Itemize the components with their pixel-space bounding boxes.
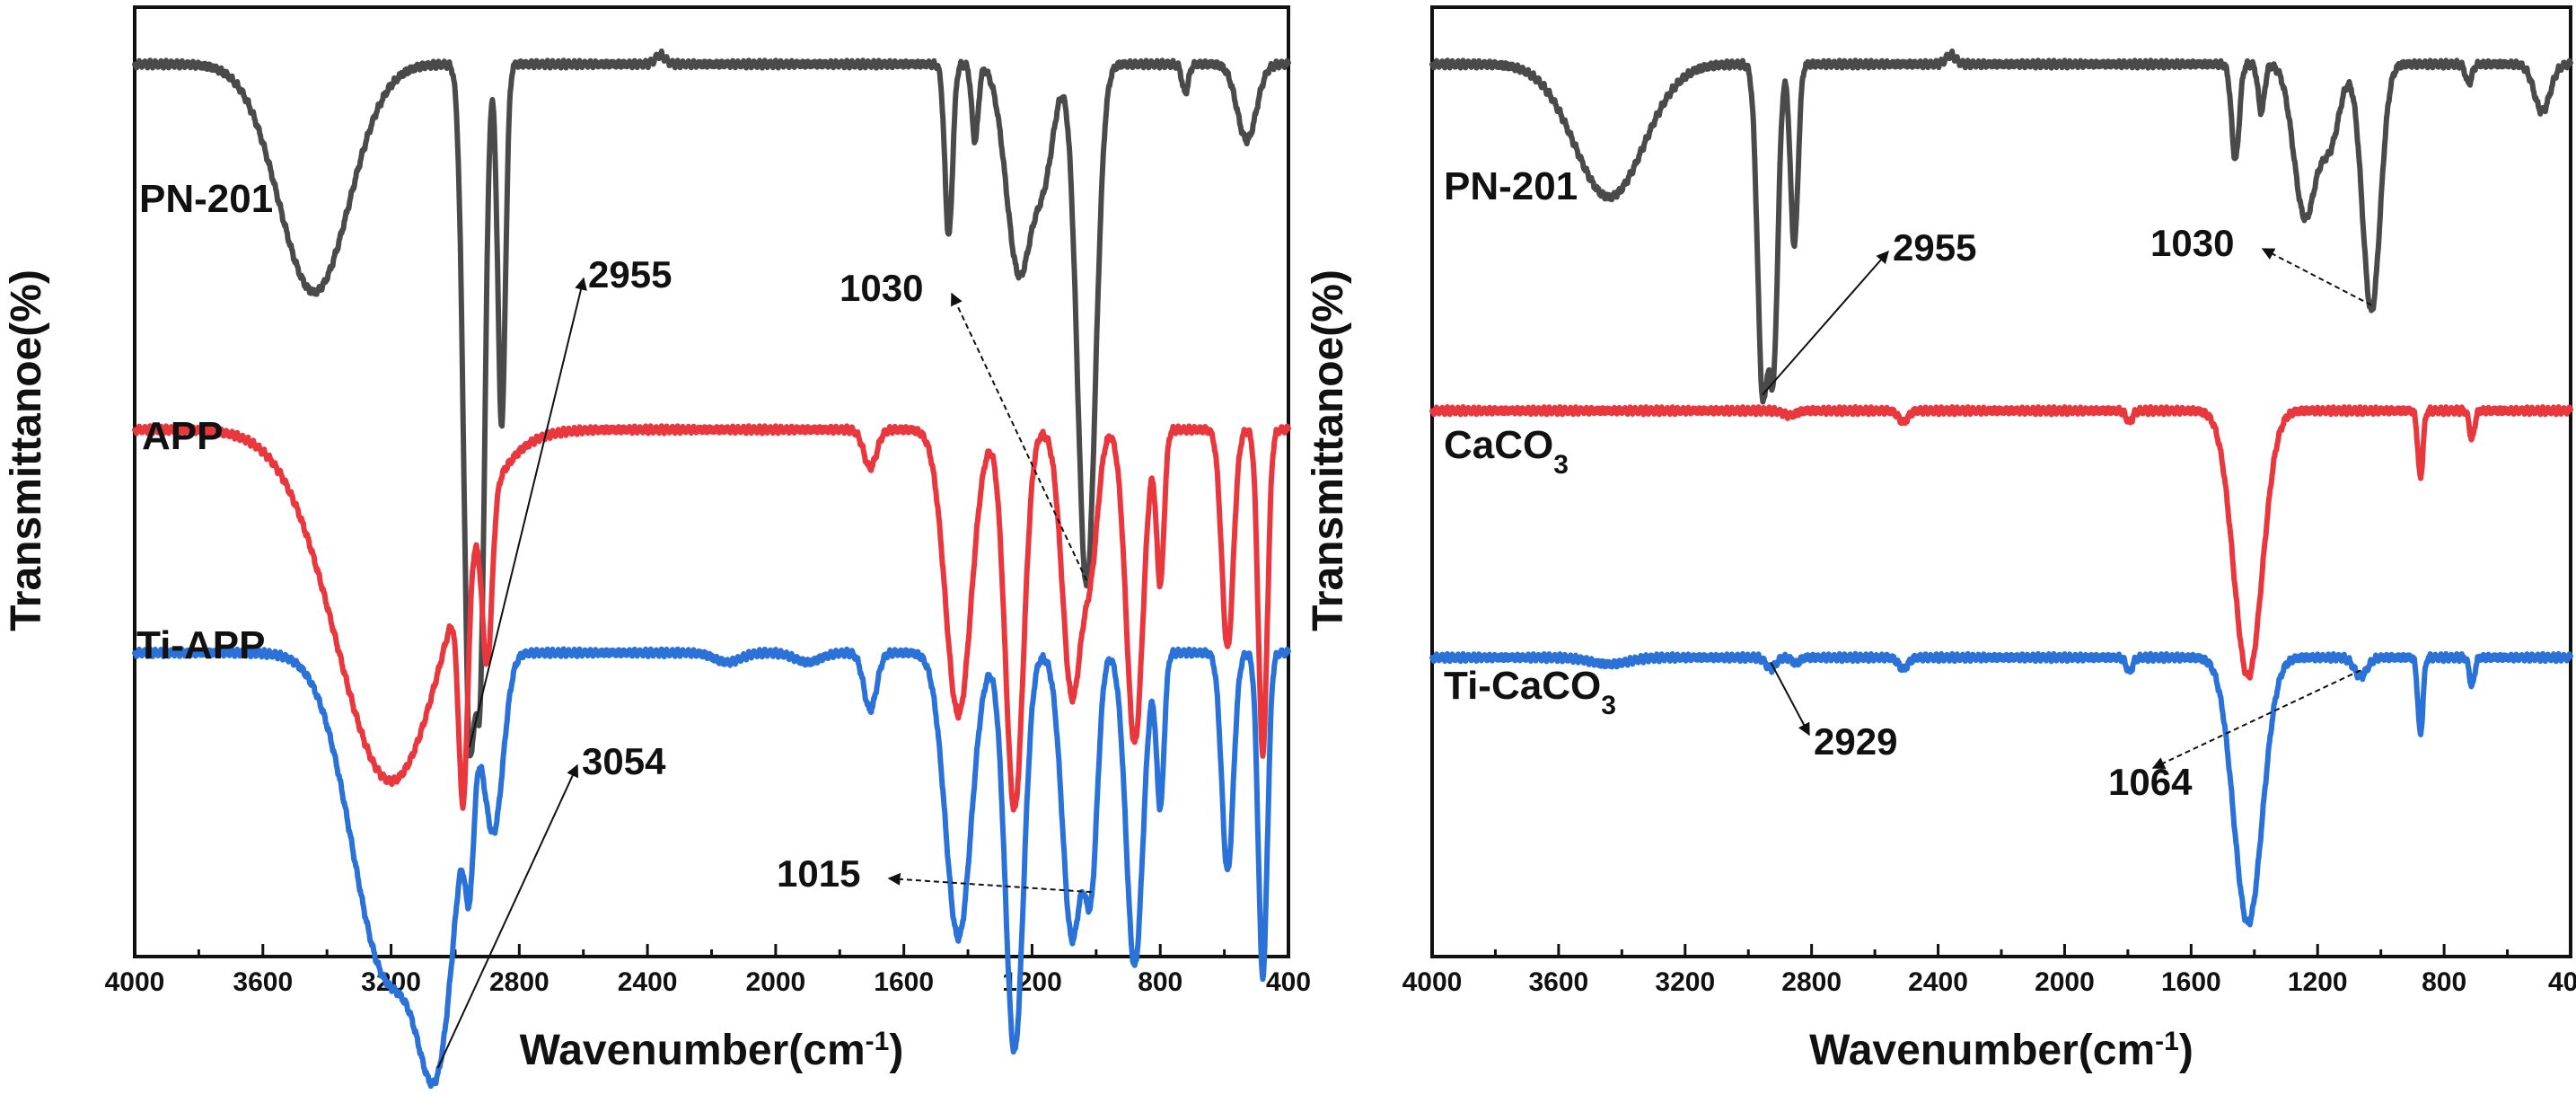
panel-left: 4000 3600 3200 2800 2400 2000 1600 1200 800 400Wa… — [3, 5, 1311, 1090]
peak-label-1030: 1030 — [840, 267, 923, 309]
series-label-ti-caco3: Ti-CaCO3 — [1444, 664, 1616, 720]
x-tick-label: 400 — [1266, 967, 1311, 997]
y-axis-title: Transmittanoe(%) — [3, 269, 50, 631]
x-tick-label: 2400 — [618, 967, 678, 997]
plot-frame — [133, 5, 1290, 958]
x-tick-label: 2000 — [746, 967, 806, 997]
x-tick-label: 2800 — [489, 967, 549, 997]
series-label-ti-app: Ti-APP — [136, 623, 265, 667]
x-tick-label: 3600 — [233, 967, 293, 997]
y-axis-title: Transmittanoe(%) — [1305, 269, 1352, 631]
x-tick-label: 2800 — [1781, 967, 1842, 997]
peak-arrow-1030 — [951, 292, 1088, 581]
peak-label-2955: 2955 — [1893, 226, 1976, 269]
x-tick-label: 2000 — [2035, 967, 2095, 997]
series-label-main: Ti-CaCO — [1444, 664, 1601, 708]
x-tick-label: 1600 — [874, 967, 934, 997]
x-tick-label: 1200 — [2288, 967, 2348, 997]
peak-arrow-2955 — [469, 277, 587, 747]
series-label-app: APP — [142, 414, 223, 458]
x-axis-title-main: Wavenumber(cm — [520, 1027, 866, 1074]
series-label-main: PN-201 — [139, 177, 273, 221]
spectrum-line-caco3 — [1429, 404, 2573, 681]
plot-frame — [1430, 5, 2572, 958]
peak-arrow-3054 — [436, 763, 579, 1069]
peak-arrow-1030 — [2261, 248, 2372, 306]
x-axis-title-end: ) — [889, 1027, 903, 1074]
x-axis-title-sup: -1 — [2155, 1027, 2179, 1056]
peak-arrow-2929 — [1770, 661, 1810, 737]
x-axis-title-sup: -1 — [866, 1027, 890, 1056]
peak-label-3054: 3054 — [582, 740, 666, 782]
peak-label-1064: 1064 — [2108, 761, 2193, 803]
x-tick-label: 400 — [2548, 967, 2576, 997]
spectrum-line-ti-caco3 — [1429, 650, 2573, 928]
peak-label-1030: 1030 — [2150, 222, 2234, 264]
x-tick-label: 800 — [2422, 967, 2466, 997]
x-tick-label: 3600 — [1529, 967, 1589, 997]
spectrum-line-ti-app — [132, 646, 1291, 1090]
series-label-caco3: CaCO3 — [1444, 423, 1569, 480]
series-label-main: Ti-APP — [136, 623, 265, 667]
x-tick-label: 4000 — [1402, 967, 1463, 997]
x-axis-title-main: Wavenumber(cm — [1809, 1027, 2155, 1074]
peak-arrow-1064 — [2151, 669, 2361, 769]
x-axis-title: Wavenumber(cm-1) — [1809, 1027, 2194, 1075]
spectrum-line-pn-201 — [1429, 49, 2573, 405]
x-axis-title-end: ) — [2179, 1027, 2194, 1074]
series-label-main: CaCO — [1444, 423, 1553, 467]
peak-arrow-2955 — [1762, 250, 1889, 396]
spectrum-line-app — [132, 423, 1291, 813]
series-label-sub: 3 — [1553, 450, 1569, 480]
peak-arrow-1015 — [887, 872, 1092, 894]
series-label-sub: 3 — [1601, 691, 1616, 720]
x-tick-label: 1600 — [2161, 967, 2221, 997]
x-axis-title: Wavenumber(cm-1) — [520, 1027, 904, 1075]
panel-right: 4000 3600 3200 2800 2400 2000 1600 1200 800 400 Wa… — [1305, 5, 2576, 1075]
x-tick-label: 800 — [1138, 967, 1182, 997]
peak-label-2955: 2955 — [588, 253, 672, 296]
series-label-main: PN-201 — [1444, 164, 1578, 208]
x-tick-label: 3200 — [1655, 967, 1715, 997]
peak-label-2929: 2929 — [1814, 720, 1897, 763]
series-label-pn-201: PN-201 — [1444, 164, 1578, 208]
x-tick-label: 4000 — [105, 967, 165, 997]
series-label-pn-201: PN-201 — [139, 177, 273, 221]
peak-label-1015: 1015 — [777, 852, 860, 895]
x-tick-label: 2400 — [1908, 967, 1968, 997]
series-label-main: APP — [142, 414, 223, 458]
spectrum-line-pn-201 — [132, 49, 1291, 759]
